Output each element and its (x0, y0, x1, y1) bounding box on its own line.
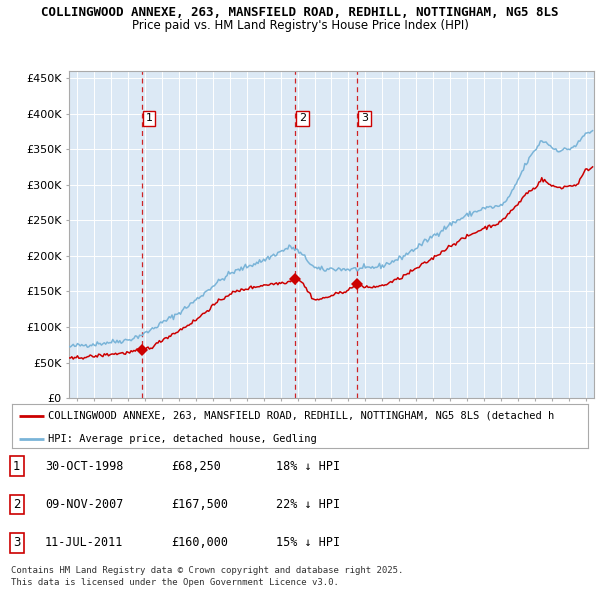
Text: 1: 1 (13, 460, 20, 473)
Text: Price paid vs. HM Land Registry's House Price Index (HPI): Price paid vs. HM Land Registry's House … (131, 19, 469, 32)
Text: 1: 1 (146, 113, 153, 123)
Text: HPI: Average price, detached house, Gedling: HPI: Average price, detached house, Gedl… (48, 434, 316, 444)
Text: £68,250: £68,250 (171, 460, 221, 473)
Text: 11-JUL-2011: 11-JUL-2011 (45, 536, 124, 549)
Text: COLLINGWOOD ANNEXE, 263, MANSFIELD ROAD, REDHILL, NOTTINGHAM, NG5 8LS: COLLINGWOOD ANNEXE, 263, MANSFIELD ROAD,… (41, 6, 559, 19)
Text: 3: 3 (361, 113, 368, 123)
Text: 09-NOV-2007: 09-NOV-2007 (45, 498, 124, 511)
Text: £160,000: £160,000 (171, 536, 228, 549)
Text: COLLINGWOOD ANNEXE, 263, MANSFIELD ROAD, REDHILL, NOTTINGHAM, NG5 8LS (detached : COLLINGWOOD ANNEXE, 263, MANSFIELD ROAD,… (48, 411, 554, 421)
Text: £167,500: £167,500 (171, 498, 228, 511)
Text: 18% ↓ HPI: 18% ↓ HPI (276, 460, 340, 473)
Text: 2: 2 (299, 113, 306, 123)
Text: 22% ↓ HPI: 22% ↓ HPI (276, 498, 340, 511)
Text: 15% ↓ HPI: 15% ↓ HPI (276, 536, 340, 549)
Text: Contains HM Land Registry data © Crown copyright and database right 2025.
This d: Contains HM Land Registry data © Crown c… (11, 566, 403, 587)
Text: 3: 3 (13, 536, 20, 549)
Text: 30-OCT-1998: 30-OCT-1998 (45, 460, 124, 473)
Text: 2: 2 (13, 498, 20, 511)
